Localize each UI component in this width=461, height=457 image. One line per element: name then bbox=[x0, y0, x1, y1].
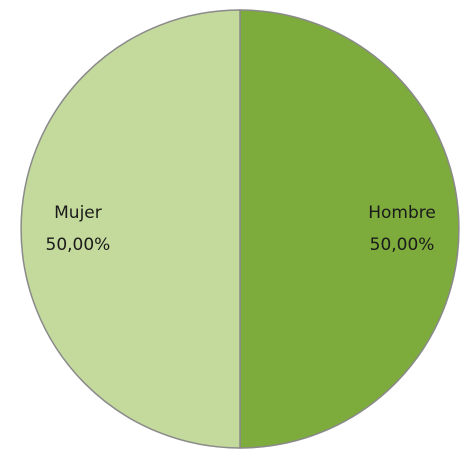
pie-slice bbox=[20, 9, 241, 449]
pie-slice bbox=[239, 9, 460, 449]
slice-label: Mujer bbox=[54, 203, 102, 223]
slice-value-label: 50,00% bbox=[370, 235, 435, 255]
slice-label: Hombre bbox=[368, 203, 436, 223]
slice-value-label: 50,00% bbox=[46, 235, 111, 255]
